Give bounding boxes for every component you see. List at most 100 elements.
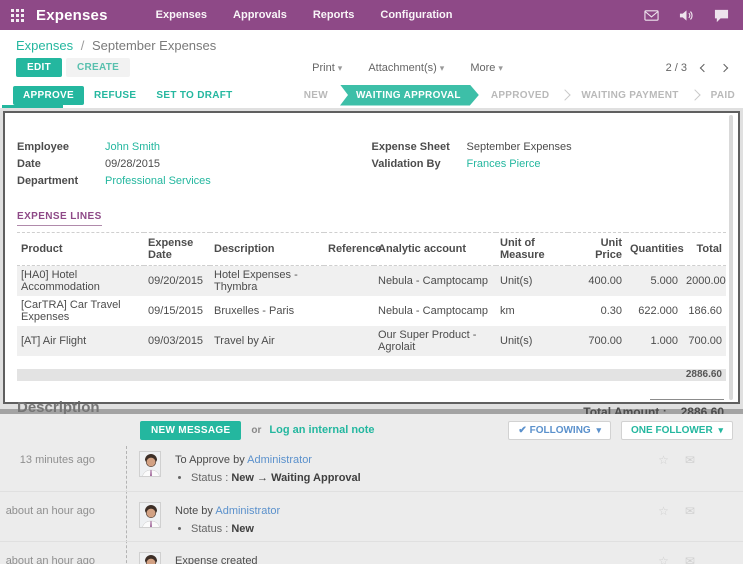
pager-next-icon[interactable] (719, 63, 729, 72)
table-row[interactable]: [AT] Air Flight 09/03/2015 Travel by Air… (17, 326, 726, 356)
stage-waiting-approval[interactable]: WAITING APPROVAL (340, 85, 479, 106)
employee-label: Employee (17, 141, 69, 153)
table-row[interactable]: [HA0] Hotel Accommodation 09/20/2015 Hot… (17, 265, 726, 296)
chatter: NEW MESSAGE or Log an internal note ✔ FO… (0, 414, 743, 564)
toolbar-dropdowns: Print ▾ Attachment(s) ▾ More ▾ (312, 62, 503, 74)
toolbar: EDIT CREATE Print ▾ Attachment(s) ▾ More ▾ … (0, 57, 743, 80)
email-icon[interactable]: ✉ (684, 554, 695, 564)
topbar-right (644, 8, 743, 23)
breadcrumb-expenses[interactable]: Expenses (16, 38, 74, 53)
star-icon[interactable]: ☆ (658, 554, 669, 564)
col-reference: Reference (324, 232, 381, 266)
email-icon[interactable]: ✉ (684, 504, 695, 518)
message-timestamp: about an hour ago (5, 555, 95, 564)
check-icon: ✔ (518, 424, 527, 436)
message-timestamp: about an hour ago (5, 505, 95, 517)
author-link[interactable]: Administrator (247, 454, 312, 466)
chevron-down-icon: ▾ (337, 62, 343, 73)
chatter-controls: NEW MESSAGE or Log an internal note ✔ FO… (0, 419, 743, 441)
create-button[interactable]: CREATE (65, 58, 131, 77)
new-message-button[interactable]: NEW MESSAGE (140, 420, 242, 440)
message-title: Note by Administrator (175, 505, 281, 517)
stage-approved[interactable]: APPROVED (490, 89, 550, 101)
menu-approvals[interactable]: Approvals (233, 9, 287, 21)
menu-expenses[interactable]: Expenses (155, 9, 208, 21)
department-value-link[interactable]: Professional Services (105, 175, 211, 187)
menu-reports[interactable]: Reports (312, 9, 355, 21)
col-analytic-account: Analytic account (374, 232, 496, 266)
stage-new[interactable]: NEW (303, 89, 328, 101)
validation-by-label: Validation By (371, 158, 441, 170)
sheet-area: Employee John Smith Date 09/28/2015 Depa… (0, 105, 743, 434)
messages-envelope-icon[interactable] (644, 8, 659, 23)
top-menu: Expenses Approvals Reports Configuration (156, 9, 453, 21)
message-title: To Approve by Administrator (175, 454, 312, 466)
edit-button[interactable]: EDIT (16, 58, 62, 77)
refuse-button[interactable]: REFUSE (84, 86, 146, 105)
avatar (139, 502, 161, 528)
col-unit-of-measure: Unit of Measure (496, 232, 568, 266)
approve-button-underline (2, 105, 63, 108)
menu-configuration[interactable]: Configuration (380, 9, 453, 21)
print-dropdown[interactable]: Print ▾ (312, 61, 343, 74)
pager-count: 2 / 3 (665, 61, 687, 74)
stage-paid[interactable]: PAID (710, 89, 735, 101)
message-status: Status : New → Waiting Approval (191, 472, 361, 484)
message-item: 13 minutes ago To Approve by Administrat… (0, 441, 743, 491)
breadcrumb: Expenses / September Expenses (0, 36, 743, 57)
table-row[interactable]: [CarTRA] Car Travel Expenses 09/15/2015 … (21, 299, 722, 323)
pager-previous-icon[interactable] (699, 63, 709, 72)
app-title: Expenses (36, 6, 108, 24)
more-dropdown[interactable]: More ▾ (470, 61, 503, 74)
total-rule (650, 399, 724, 400)
employee-value-link[interactable]: John Smith (105, 141, 161, 153)
date-label: Date (17, 158, 41, 170)
form-fields: Employee John Smith Date 09/28/2015 Depa… (17, 139, 726, 190)
col-description: Description (210, 232, 324, 266)
col-total: Total (682, 232, 726, 266)
star-icon[interactable]: ☆ (658, 453, 669, 467)
sheet-scrollbar[interactable] (729, 115, 733, 400)
chat-bubble-icon[interactable] (714, 8, 729, 23)
announcements-speaker-icon[interactable] (679, 8, 694, 23)
stage-waiting-payment[interactable]: WAITING PAYMENT (581, 89, 679, 101)
description-heading: Description (17, 399, 100, 416)
validation-by-value-link[interactable]: Frances Pierce (466, 158, 541, 170)
expense-lines-table: Product Expense Date Description Referen… (17, 232, 726, 356)
one-follower-button[interactable]: ONE FOLLOWER ▾ (621, 420, 733, 440)
breadcrumb-separator: / (80, 38, 85, 53)
chevron-down-icon: ▾ (718, 424, 723, 435)
attachments-dropdown[interactable]: Attachment(s) ▾ (368, 61, 445, 74)
form-sheet: Employee John Smith Date 09/28/2015 Depa… (3, 111, 740, 434)
set-to-draft-button[interactable]: SET TO DRAFT (146, 86, 242, 105)
breadcrumb-current: September Expenses (91, 38, 217, 53)
or-text: or (251, 424, 262, 436)
col-unit-price: Unit Price (568, 232, 626, 266)
following-button[interactable]: ✔ FOLLOWING ▾ (508, 420, 612, 440)
chevron-down-icon: ▾ (498, 62, 503, 73)
email-icon[interactable]: ✉ (684, 453, 695, 467)
author-link[interactable]: Administrator (215, 505, 281, 517)
expense-sheet-value: September Expenses (466, 141, 572, 153)
col-product: Product (17, 232, 144, 266)
chevron-down-icon: ▾ (596, 424, 602, 435)
col-quantities: Quantities (626, 232, 684, 266)
table-header-row: Product Expense Date Description Referen… (17, 232, 726, 266)
star-icon[interactable]: ☆ (658, 504, 669, 518)
lines-sum-bar: 2886.60 (17, 369, 726, 381)
stage-chevron-icon (559, 89, 572, 101)
message-item: about an hour ago Expense created ☆ ✉ (0, 541, 743, 564)
message-timestamp: 13 minutes ago (19, 454, 95, 466)
status-row: APPROVE REFUSE SET TO DRAFT NEW WAITING … (0, 82, 743, 108)
apps-grid-icon[interactable] (0, 8, 34, 22)
approve-button[interactable]: APPROVE (13, 85, 85, 105)
log-internal-note-link[interactable]: Log an internal note (269, 424, 375, 436)
avatar (139, 451, 161, 477)
sheet-chatter-divider (0, 409, 743, 414)
date-value: 09/28/2015 (105, 158, 161, 170)
control-panel: Expenses / September Expenses EDIT CREAT… (0, 30, 743, 82)
department-label: Department (17, 175, 79, 187)
message-item: about an hour ago Note by Administrator … (0, 491, 743, 541)
statusbar: NEW WAITING APPROVAL APPROVED WAITING PA… (304, 85, 735, 106)
